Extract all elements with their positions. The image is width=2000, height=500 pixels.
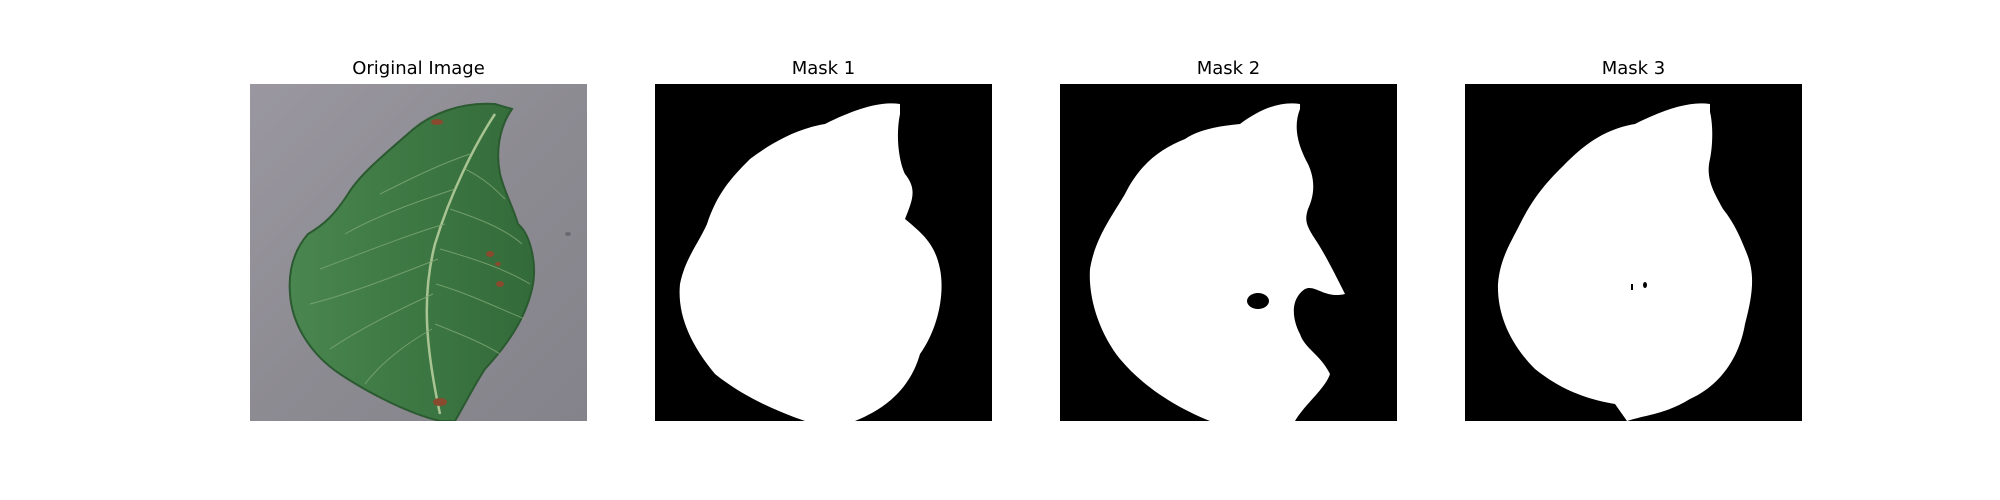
background-speck [565, 232, 571, 236]
leaf-shape [288, 102, 536, 421]
leaf-midrib [425, 113, 497, 415]
mask-2-graphic [1060, 84, 1397, 421]
panel-title: Original Image [352, 58, 485, 79]
panel-mask-3: Mask 3 [1465, 0, 1802, 500]
mask-1-image [655, 84, 992, 421]
panel-title: Mask 3 [1601, 58, 1666, 79]
panel-original-image: Original Image [250, 0, 587, 500]
panel-title: Mask 1 [791, 58, 856, 79]
original-leaf-photo [250, 84, 587, 421]
leaf-spots [431, 119, 504, 406]
mask-2-image [1060, 84, 1397, 421]
panel-mask-1: Mask 1 [655, 0, 992, 500]
mask-speck [730, 183, 736, 189]
panel-mask-2: Mask 2 [1060, 0, 1397, 500]
mask-region [1497, 103, 1753, 421]
leaf-veins [309, 153, 531, 385]
mask-region [1089, 103, 1345, 421]
mask-holes [1631, 282, 1647, 290]
mask-region [679, 103, 942, 421]
mask-1-graphic [655, 84, 992, 421]
mask-3-image [1465, 84, 1802, 421]
mask-hole [1247, 293, 1269, 309]
panel-title: Mask 2 [1196, 58, 1261, 79]
leaf-photo-graphic [250, 84, 587, 421]
mask-3-graphic [1465, 84, 1802, 421]
